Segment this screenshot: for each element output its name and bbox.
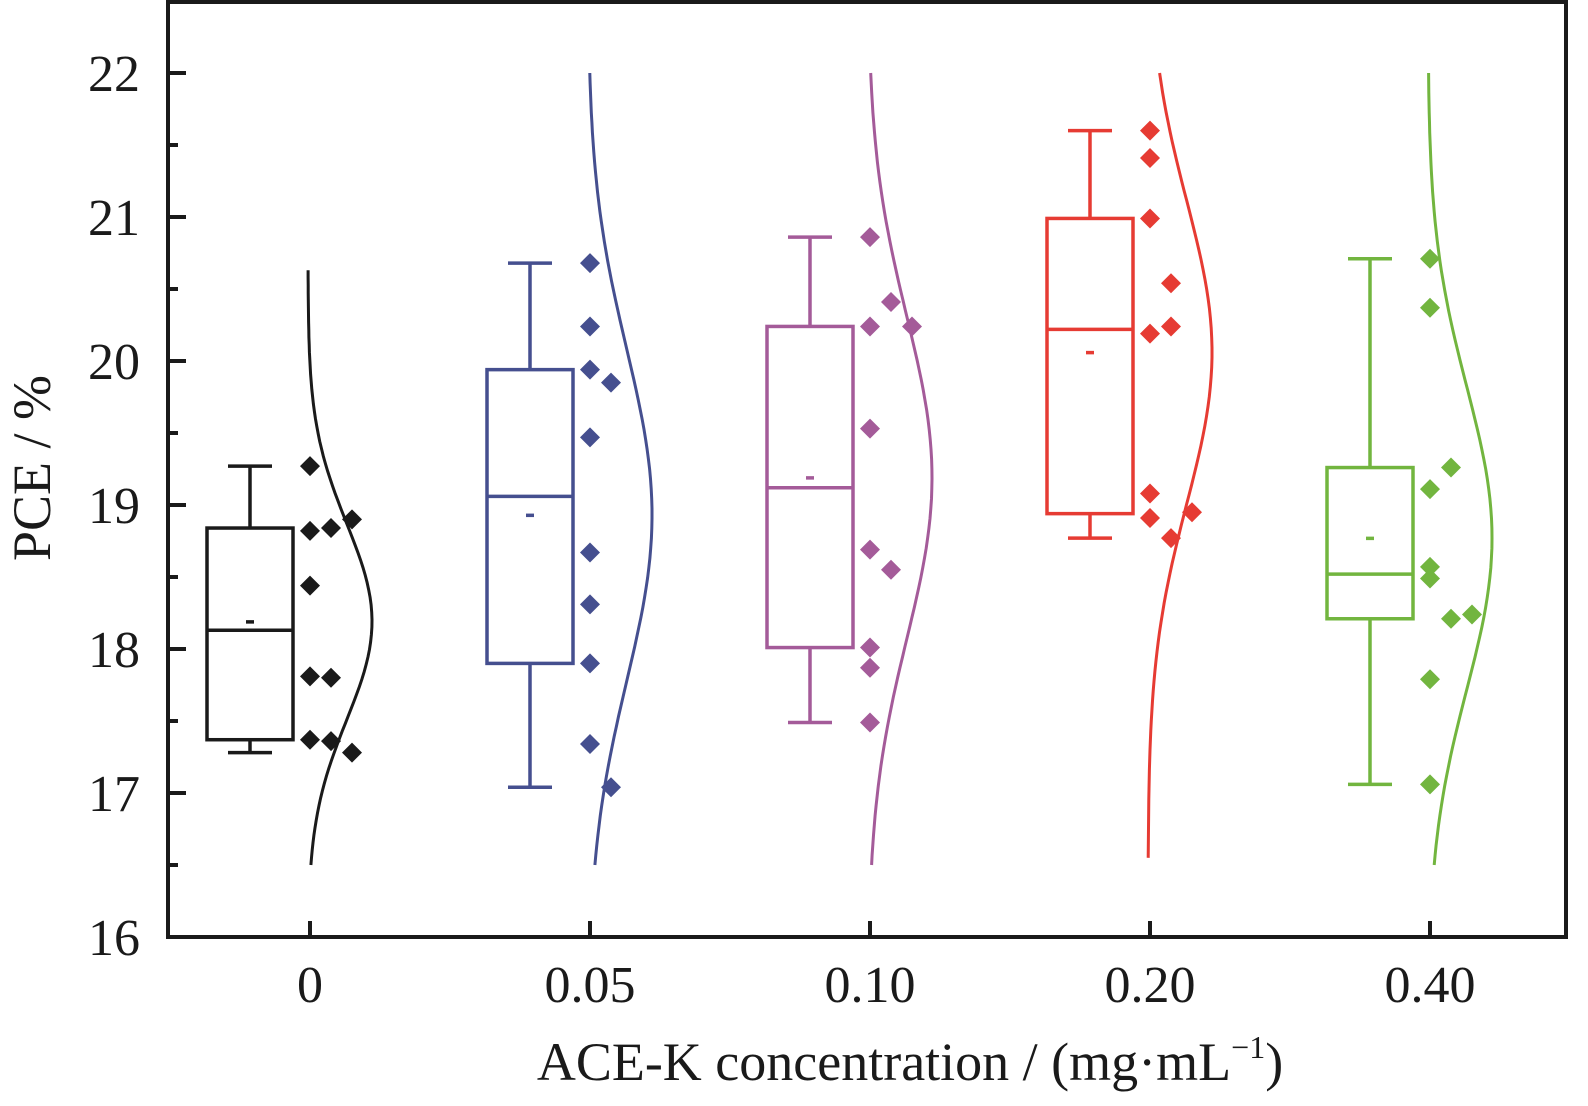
- distribution-curve: [588, 72, 654, 866]
- data-point: [860, 316, 880, 337]
- x-axis-ticks: 0 0.05 0.10 0.20 0.40: [297, 921, 1476, 1014]
- data-point: [321, 667, 341, 688]
- data-point: [580, 359, 600, 380]
- mean-marker: [246, 620, 254, 624]
- data-point: [300, 575, 320, 596]
- data-point: [1420, 568, 1440, 589]
- data-point: [1140, 507, 1160, 528]
- data-point: [1140, 483, 1160, 504]
- box-group-0.10: [765, 72, 934, 866]
- data-point: [1420, 479, 1440, 500]
- data-point: [300, 729, 320, 750]
- data-point: [300, 520, 320, 541]
- x-tick-label: 0.40: [1385, 957, 1476, 1014]
- data-point: [1462, 604, 1482, 625]
- x-axis-title: ACE-K concentration / (mg·mL−1): [537, 1029, 1283, 1092]
- iqr-box: [485, 367, 575, 666]
- data-point: [860, 227, 880, 248]
- box-group-0.05: [485, 72, 654, 866]
- data-point: [580, 594, 600, 615]
- data-point: [860, 418, 880, 439]
- data-point: [881, 291, 901, 312]
- data-point: [580, 542, 600, 563]
- y-tick-label: 17: [88, 766, 140, 823]
- data-point: [1140, 208, 1160, 229]
- x-tick-label: 0: [297, 957, 323, 1014]
- x-tick-label: 0.10: [825, 957, 916, 1014]
- data-point: [1441, 608, 1461, 629]
- mean-marker: [526, 513, 534, 518]
- iqr-box: [1325, 465, 1415, 621]
- data-point: [860, 637, 880, 658]
- data-point: [1140, 120, 1160, 141]
- x-tick-label: 0.05: [545, 957, 636, 1014]
- data-point: [860, 712, 880, 733]
- data-point: [1441, 457, 1461, 478]
- distribution-curve: [306, 270, 374, 866]
- y-axis-title: PCE / %: [2, 375, 62, 561]
- iqr-box: [1045, 216, 1135, 516]
- data-point: [580, 316, 600, 337]
- x-axis-title-sup: −1: [1231, 1029, 1265, 1065]
- box-groups: [205, 72, 1494, 866]
- y-tick-label: 16: [88, 910, 140, 967]
- data-point: [300, 666, 320, 687]
- distribution-curve: [1427, 72, 1494, 866]
- x-axis-title-main: ACE-K concentration / (mg·mL: [537, 1032, 1231, 1092]
- y-axis-ticks: 16 17 18 19 20 21 22: [88, 46, 186, 967]
- plot-frame: [166, 0, 1568, 939]
- distribution-curve: [869, 72, 934, 866]
- data-point: [860, 539, 880, 560]
- y-tick-label: 20: [88, 334, 140, 391]
- y-tick-label: 22: [88, 46, 140, 103]
- y-tick-label: 21: [88, 190, 140, 247]
- data-point: [601, 372, 621, 393]
- data-point: [580, 653, 600, 674]
- box-group-0.20: [1045, 72, 1214, 858]
- data-point: [860, 657, 880, 678]
- data-point: [1420, 774, 1440, 795]
- y-tick-label: 19: [88, 478, 140, 535]
- mean-marker: [1366, 536, 1374, 541]
- data-point: [1140, 147, 1160, 168]
- data-point: [881, 559, 901, 580]
- data-point: [580, 734, 600, 755]
- data-point: [1420, 556, 1440, 577]
- data-point: [321, 518, 341, 539]
- x-axis-title-close: ): [1265, 1032, 1283, 1092]
- box-group-0.40: [1325, 72, 1494, 866]
- data-point: [1161, 273, 1181, 294]
- data-point: [1420, 669, 1440, 690]
- data-point: [342, 742, 362, 763]
- data-point: [580, 253, 600, 274]
- distribution-curve: [1146, 72, 1214, 858]
- iqr-box: [205, 526, 295, 742]
- x-tick-label: 0.20: [1105, 957, 1196, 1014]
- box-group-0: [205, 270, 374, 866]
- mean-marker: [1086, 350, 1094, 355]
- data-point: [580, 427, 600, 448]
- data-point: [1420, 297, 1440, 318]
- data-point: [1140, 323, 1160, 344]
- data-point: [1420, 248, 1440, 269]
- data-point: [300, 456, 320, 477]
- data-point: [1161, 316, 1181, 337]
- y-tick-label: 18: [88, 622, 140, 679]
- mean-marker: [806, 476, 814, 480]
